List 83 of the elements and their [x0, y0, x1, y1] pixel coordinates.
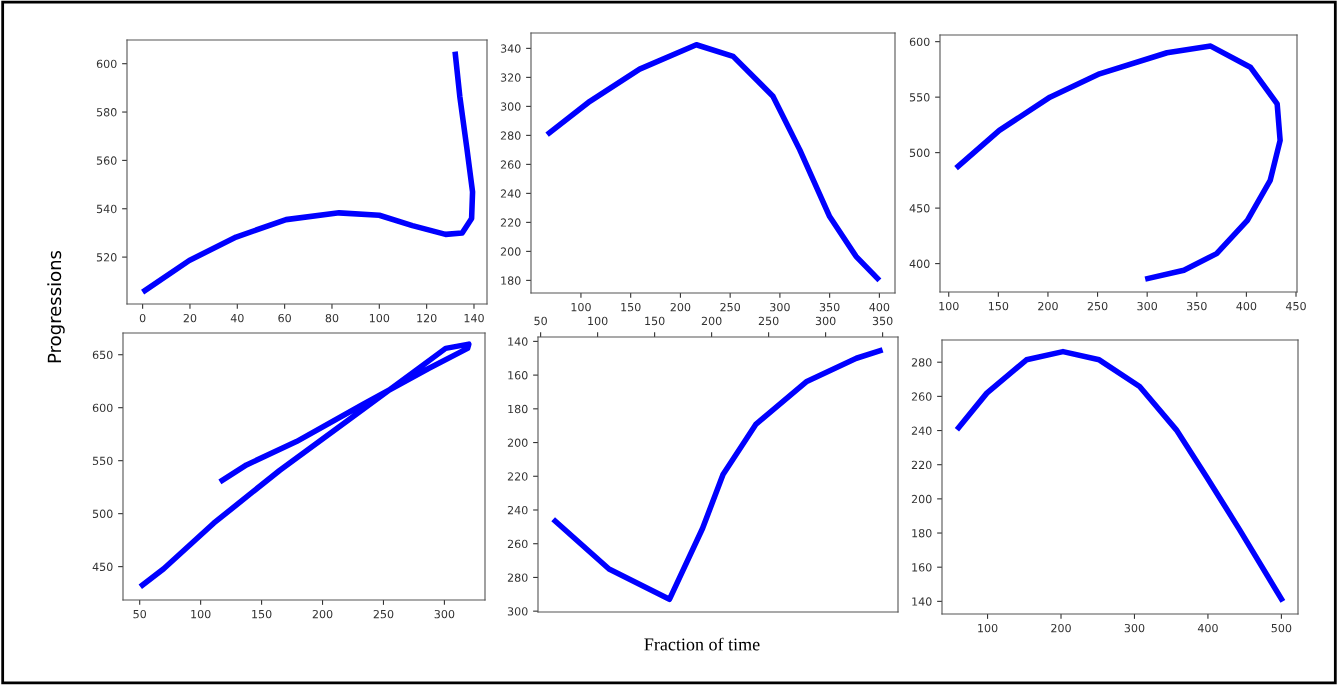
x-tick-label: 150	[252, 609, 272, 619]
y-tick-label: 450	[92, 562, 113, 571]
y-tick-label: 280	[911, 358, 932, 367]
x-tick-label: 300	[1124, 623, 1145, 633]
y-tick-label: 180	[912, 529, 932, 538]
x-tick-label: 300	[1137, 301, 1158, 311]
y-tick-label: 220	[911, 460, 932, 470]
y-tick-label: 560	[96, 156, 117, 165]
y-tick-label: 600	[96, 59, 117, 69]
x-tick-label: 140	[464, 313, 484, 323]
x-tick-label: 250	[1087, 301, 1108, 311]
y-tick-label: 260	[507, 539, 528, 549]
y-tick-label: 260	[500, 160, 521, 169]
x-tick-label: 150	[645, 316, 665, 326]
y-tick-label: 520	[96, 253, 117, 262]
y-tick-label: 160	[912, 563, 932, 572]
x-tick-label: 500	[1271, 623, 1292, 633]
y-tick-label: 600	[92, 403, 113, 413]
y-tick-label: 320	[500, 73, 521, 82]
y-tick-label: 180	[508, 404, 528, 414]
y-tick-label: 240	[911, 426, 932, 435]
y-tick-label: 220	[500, 218, 521, 227]
y-tick-label: 340	[500, 44, 521, 53]
y-tick-label: 220	[507, 472, 528, 481]
x-tick-label: 300	[815, 316, 836, 326]
y-tick-label: 500	[92, 509, 113, 519]
x-axis-title: Fraction of time	[644, 637, 760, 651]
x-tick-label: 350	[819, 302, 840, 312]
x-tick-label: 300	[770, 302, 790, 312]
y-tick-label: 160	[508, 371, 528, 380]
y-tick-label: 280	[500, 131, 521, 140]
y-tick-label: 200	[507, 438, 528, 447]
y-axis-title: Progressions	[47, 250, 65, 363]
y-tick-label: 180	[501, 276, 521, 285]
y-tick-label: 200	[500, 247, 521, 256]
y-tick-label: 450	[909, 204, 930, 213]
y-tick-label: 550	[909, 93, 930, 102]
x-tick-label: 250	[373, 609, 394, 619]
y-tick-label: 240	[507, 505, 528, 515]
y-tick-label: 580	[96, 108, 117, 117]
x-tick-label: 150	[621, 302, 641, 312]
y-tick-label: 650	[92, 350, 113, 360]
x-tick-label: 100	[369, 313, 390, 323]
x-tick-label: 250	[758, 316, 779, 326]
x-tick-label: 200	[701, 316, 722, 326]
y-tick-label: 300	[500, 102, 521, 111]
x-tick-label: 350	[1187, 301, 1207, 311]
y-tick-label: 240	[500, 189, 521, 198]
x-tick-label: 400	[1197, 623, 1218, 633]
x-tick-label: 200	[312, 609, 333, 619]
x-tick-label: 200	[1038, 301, 1058, 311]
x-tick-label: 50	[534, 316, 547, 326]
x-tick-label: 400	[869, 302, 890, 312]
x-tick-label: 100	[571, 302, 591, 312]
x-tick-label: 100	[191, 609, 211, 619]
y-tick-label: 550	[92, 456, 113, 466]
x-tick-label: 40	[230, 313, 244, 323]
x-tick-label: 0	[139, 313, 146, 323]
y-tick-label: 140	[912, 597, 932, 606]
x-tick-label: 50	[133, 609, 147, 619]
x-tick-label: 80	[325, 313, 339, 323]
x-tick-label: 100	[588, 316, 608, 326]
x-tick-label: 200	[670, 302, 691, 312]
y-tick-label: 280	[507, 573, 528, 582]
x-tick-label: 150	[988, 301, 1009, 311]
x-tick-label: 300	[434, 609, 455, 619]
x-tick-label: 60	[278, 313, 291, 323]
x-tick-label: 250	[720, 302, 741, 312]
x-tick-label: 120	[417, 313, 437, 323]
y-tick-label: 400	[909, 259, 930, 268]
y-tick-label: 200	[911, 494, 932, 504]
y-tick-label: 260	[911, 392, 932, 401]
x-tick-label: 200	[1051, 623, 1071, 633]
x-tick-label: 100	[939, 301, 959, 311]
x-tick-label: 400	[1236, 301, 1257, 311]
x-tick-label: 450	[1285, 301, 1306, 311]
x-tick-label: 100	[978, 623, 998, 633]
y-tick-label: 140	[508, 337, 528, 346]
y-tick-label: 600	[909, 37, 930, 47]
y-tick-label: 540	[96, 204, 117, 214]
x-tick-label: 20	[183, 313, 197, 323]
y-tick-label: 500	[909, 148, 930, 157]
x-tick-label: 350	[872, 316, 893, 326]
